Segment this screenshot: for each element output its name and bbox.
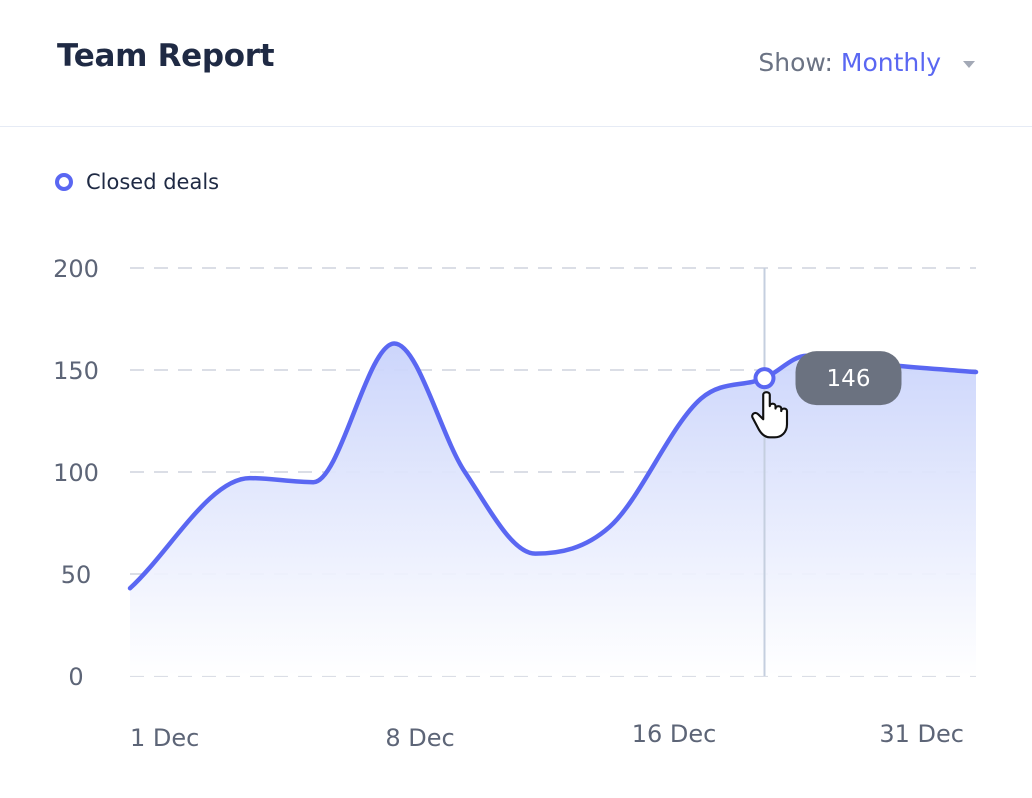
x-tick-label: 8 Dec bbox=[385, 724, 454, 752]
tooltip-value: 146 bbox=[827, 366, 871, 392]
hand-pointer-icon bbox=[751, 391, 789, 439]
value-tooltip: 146 bbox=[795, 351, 902, 406]
highlight-point[interactable] bbox=[753, 367, 776, 390]
legend-label: Closed deals bbox=[86, 170, 220, 194]
chart-legend: Closed deals bbox=[55, 170, 219, 194]
y-tick-label: 150 bbox=[53, 357, 99, 385]
card-header: Team Report Show: Monthly bbox=[0, 0, 1032, 127]
y-tick-label: 100 bbox=[53, 459, 99, 487]
tooltip-background bbox=[795, 351, 902, 406]
caret-down-icon[interactable] bbox=[963, 60, 975, 68]
x-tick-label: 1 Dec bbox=[130, 724, 199, 752]
period-select-value[interactable]: Monthly bbox=[840, 48, 941, 77]
period-select[interactable]: Show: Monthly bbox=[758, 48, 975, 77]
card-title: Team Report bbox=[57, 38, 275, 74]
period-select-label: Show: bbox=[758, 48, 833, 77]
x-tick-label: 31 Dec bbox=[879, 720, 964, 748]
x-axis: 1 Dec 8 Dec 16 Dec 31 Dec bbox=[130, 720, 964, 752]
y-tick-label: 0 bbox=[68, 663, 83, 691]
y-axis: 0 50 100 150 200 bbox=[53, 255, 99, 691]
y-tick-label: 200 bbox=[53, 255, 99, 283]
x-tick-label: 16 Dec bbox=[632, 720, 717, 748]
ring-dot-icon bbox=[55, 173, 73, 191]
y-tick-label: 50 bbox=[61, 561, 92, 589]
